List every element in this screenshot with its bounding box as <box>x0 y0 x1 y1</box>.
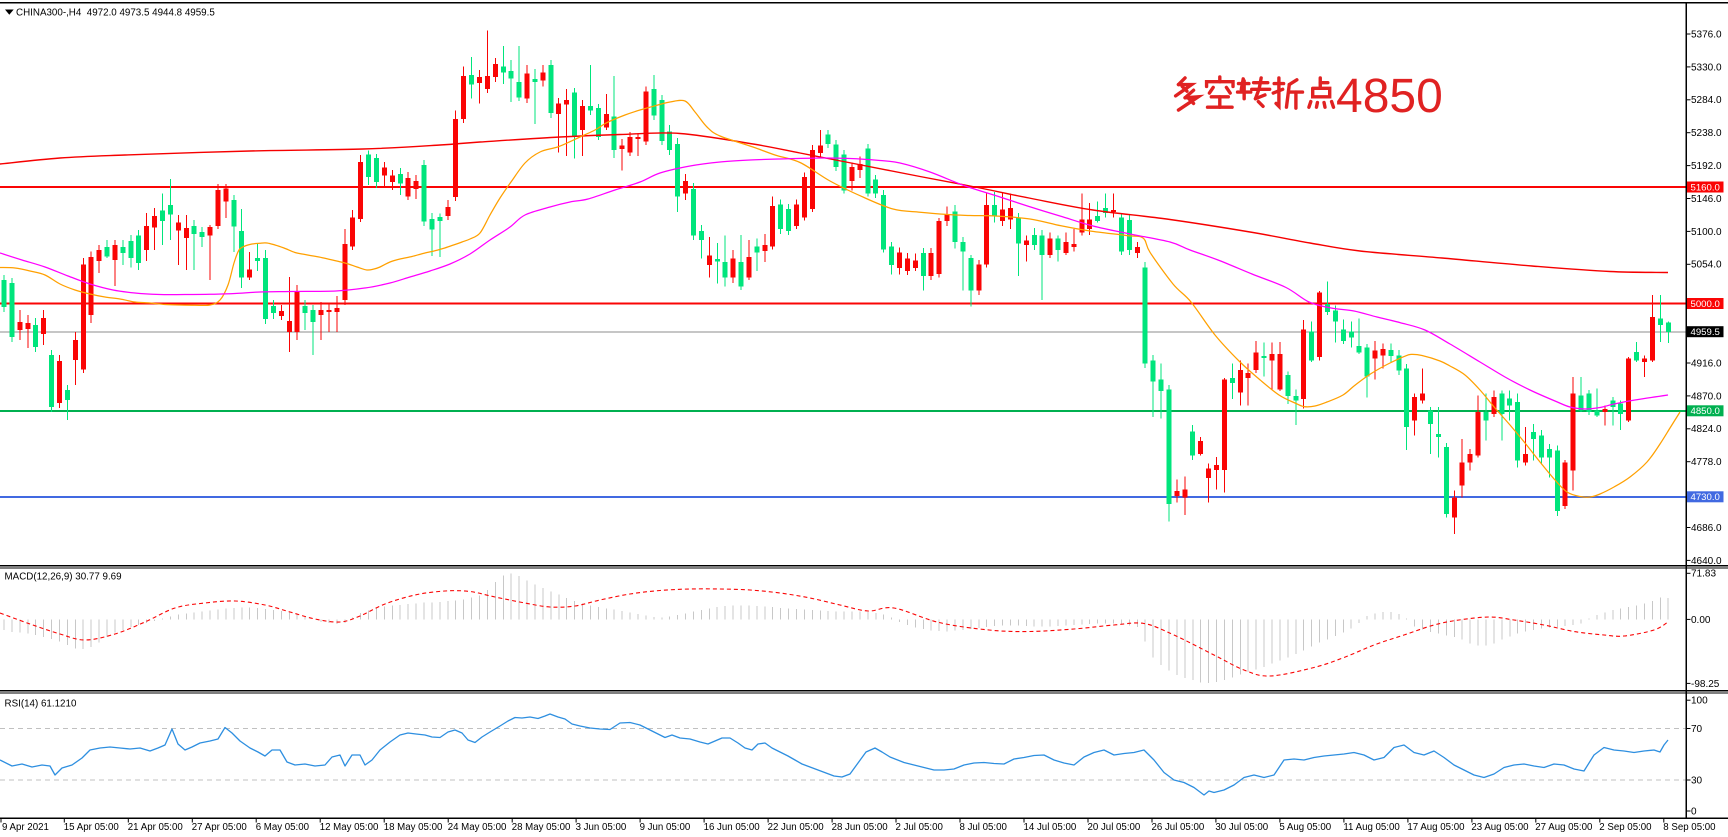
svg-text:-98.25: -98.25 <box>1691 679 1720 690</box>
svg-text:5284.0: 5284.0 <box>1691 95 1722 106</box>
svg-text:4870.0: 4870.0 <box>1691 391 1722 402</box>
svg-text:5100.0: 5100.0 <box>1691 227 1722 238</box>
svg-text:5192.0: 5192.0 <box>1691 161 1722 172</box>
svg-text:CHINA300-,H4 4972.0 4973.5 49: CHINA300-,H4 4972.0 4973.5 4944.8 4959.5 <box>16 7 215 18</box>
svg-text:23 Aug 05:00: 23 Aug 05:00 <box>1471 822 1529 833</box>
svg-text:12 May 05:00: 12 May 05:00 <box>320 822 379 833</box>
svg-text:4824.0: 4824.0 <box>1691 424 1722 435</box>
svg-text:3 Jun 05:00: 3 Jun 05:00 <box>576 822 627 833</box>
svg-text:18 May 05:00: 18 May 05:00 <box>384 822 443 833</box>
svg-text:4959.5: 4959.5 <box>1691 327 1720 338</box>
svg-text:6 May 05:00: 6 May 05:00 <box>256 822 310 833</box>
svg-text:27 Aug 05:00: 27 Aug 05:00 <box>1535 822 1593 833</box>
svg-text:MACD(12,26,9) 30.77 9.69: MACD(12,26,9) 30.77 9.69 <box>5 572 122 583</box>
svg-text:4850: 4850 <box>1336 70 1443 123</box>
svg-text:71.83: 71.83 <box>1691 569 1716 580</box>
svg-text:26 Jul 05:00: 26 Jul 05:00 <box>1152 822 1205 833</box>
svg-text:15 Apr 05:00: 15 Apr 05:00 <box>64 822 120 833</box>
svg-text:5 Aug 05:00: 5 Aug 05:00 <box>1279 822 1331 833</box>
svg-text:17 Aug 05:00: 17 Aug 05:00 <box>1407 822 1465 833</box>
svg-text:9 Jun 05:00: 9 Jun 05:00 <box>640 822 691 833</box>
svg-text:5238.0: 5238.0 <box>1691 128 1722 139</box>
svg-text:4686.0: 4686.0 <box>1691 523 1722 534</box>
svg-text:20 Jul 05:00: 20 Jul 05:00 <box>1088 822 1141 833</box>
svg-text:2 Sep 05:00: 2 Sep 05:00 <box>1599 822 1652 833</box>
svg-text:4916.0: 4916.0 <box>1691 358 1722 369</box>
svg-text:11 Aug 05:00: 11 Aug 05:00 <box>1343 822 1400 833</box>
svg-text:5000.0: 5000.0 <box>1691 299 1720 310</box>
svg-text:28 May 05:00: 28 May 05:00 <box>512 822 571 833</box>
svg-text:30: 30 <box>1691 775 1703 786</box>
svg-text:8 Jul 05:00: 8 Jul 05:00 <box>960 822 1008 833</box>
svg-text:0.00: 0.00 <box>1691 615 1711 626</box>
svg-text:0: 0 <box>1691 806 1697 817</box>
svg-text:5376.0: 5376.0 <box>1691 29 1722 40</box>
svg-text:5160.0: 5160.0 <box>1691 182 1720 193</box>
svg-text:24 May 05:00: 24 May 05:00 <box>448 822 507 833</box>
svg-text:8 Sep 05:00: 8 Sep 05:00 <box>1663 822 1716 833</box>
svg-text:100: 100 <box>1691 696 1708 707</box>
svg-text:9 Apr 2021: 9 Apr 2021 <box>2 822 49 833</box>
svg-text:70: 70 <box>1691 724 1703 735</box>
svg-text:4640.0: 4640.0 <box>1691 556 1722 567</box>
svg-text:4850.0: 4850.0 <box>1691 406 1720 417</box>
svg-text:4778.0: 4778.0 <box>1691 457 1722 468</box>
svg-text:14 Jul 05:00: 14 Jul 05:00 <box>1024 822 1077 833</box>
svg-text:22 Jun 05:00: 22 Jun 05:00 <box>768 822 825 833</box>
svg-text:30 Jul 05:00: 30 Jul 05:00 <box>1215 822 1268 833</box>
svg-text:4730.0: 4730.0 <box>1691 492 1720 503</box>
svg-text:5054.0: 5054.0 <box>1691 260 1722 271</box>
svg-text:5330.0: 5330.0 <box>1691 62 1722 73</box>
svg-text:28 Jun 05:00: 28 Jun 05:00 <box>832 822 889 833</box>
svg-text:2 Jul 05:00: 2 Jul 05:00 <box>896 822 944 833</box>
svg-text:27 Apr 05:00: 27 Apr 05:00 <box>192 822 248 833</box>
svg-text:16 Jun 05:00: 16 Jun 05:00 <box>704 822 761 833</box>
svg-text:21 Apr 05:00: 21 Apr 05:00 <box>128 822 184 833</box>
svg-text:RSI(14) 61.1210: RSI(14) 61.1210 <box>5 699 77 710</box>
svg-text:5146.0: 5146.0 <box>1691 194 1722 205</box>
